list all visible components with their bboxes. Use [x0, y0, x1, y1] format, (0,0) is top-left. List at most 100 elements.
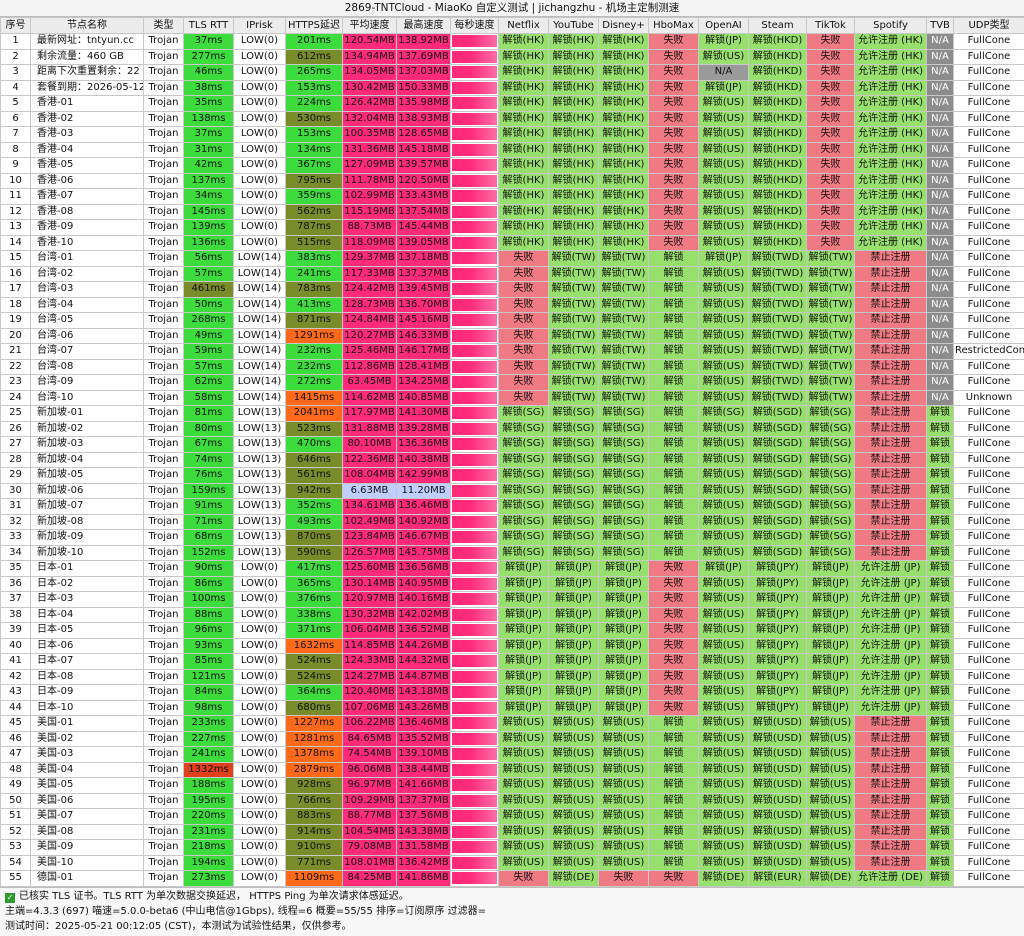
cell-类型: Trojan: [143, 870, 184, 887]
cell-IPrisk: LOW(0): [233, 95, 286, 112]
cell-HboMax: 解锁: [648, 405, 699, 422]
cell-序号: 15: [0, 250, 31, 267]
cell-TVB: N/A: [926, 95, 954, 112]
cell-YouTube: 解锁(JP): [548, 637, 599, 654]
cell-每秒速度: [450, 808, 499, 825]
cell-Disney+: 解锁(HK): [598, 141, 649, 158]
cell-最高速度: 142.99MB: [396, 467, 451, 484]
cell-节点名称: 香港-05: [30, 157, 144, 174]
cell-OpenAI: 解锁(US): [698, 343, 749, 360]
cell-类型: Trojan: [143, 498, 184, 515]
cell-Disney+: 失败: [598, 870, 649, 887]
speed-bar: [452, 252, 497, 265]
cell-YouTube: 解锁(JP): [548, 622, 599, 639]
cell-Spotify: 允许注册 (JP): [854, 637, 927, 654]
cell-UDP类型: FullCone: [953, 560, 1024, 577]
cell-OpenAI: 解锁(US): [698, 281, 749, 298]
speed-bar: [452, 686, 497, 699]
cell-IPrisk: LOW(0): [233, 157, 286, 174]
speed-bar: [452, 484, 497, 497]
cell-UDP类型: FullCone: [953, 95, 1024, 112]
cell-Spotify: 允许注册 (JP): [854, 591, 927, 608]
cell-OpenAI: 解锁(US): [698, 234, 749, 251]
cell-最高速度: 139.10MB: [396, 746, 451, 763]
cell-TikTok: 解锁(US): [806, 715, 855, 732]
cell-YouTube: 解锁(SG): [548, 513, 599, 530]
cell-节点名称: 日本-10: [30, 699, 144, 716]
cell-Netflix: 解锁(US): [498, 761, 549, 778]
cell-TVB: N/A: [926, 389, 954, 406]
cell-TikTok: 解锁(US): [806, 761, 855, 778]
speed-bar: [452, 655, 497, 668]
speed-bar: [452, 469, 497, 482]
cell-序号: 32: [0, 513, 31, 530]
cell-TikTok: 解锁(TW): [806, 312, 855, 329]
cell-OpenAI: 解锁(US): [698, 420, 749, 437]
table-row: 44 日本-10 Trojan 98ms LOW(0) 680ms 107.06MB 143.…: [0, 699, 1024, 716]
cell-最高速度: 136.70MB: [396, 296, 451, 313]
cell-TVB: 解锁: [926, 854, 954, 871]
cell-TVB: N/A: [926, 33, 954, 50]
cell-Disney+: 解锁(JP): [598, 653, 649, 670]
cell-Disney+: 解锁(JP): [598, 699, 649, 716]
cell-YouTube: 解锁(HK): [548, 110, 599, 127]
cell-Steam: 解锁(JPY): [748, 653, 807, 670]
cell-每秒速度: [450, 451, 499, 468]
cell-每秒速度: [450, 436, 499, 453]
cell-HboMax: 解锁: [648, 482, 699, 499]
cell-OpenAI: 解锁(US): [698, 637, 749, 654]
cell-HboMax: 失败: [648, 95, 699, 112]
cell-TVB: 解锁: [926, 544, 954, 561]
cell-平均速度: 134.61MB: [342, 498, 397, 515]
cell-TikTok: 解锁(JP): [806, 637, 855, 654]
cell-TVB: N/A: [926, 219, 954, 236]
cell-UDP类型: FullCone: [953, 219, 1024, 236]
cell-Netflix: 失败: [498, 312, 549, 329]
cell-TLS RTT: 218ms: [183, 839, 234, 856]
speed-bar: [452, 763, 497, 776]
cell-类型: Trojan: [143, 560, 184, 577]
cell-Disney+: 解锁(SG): [598, 436, 649, 453]
cell-TVB: N/A: [926, 250, 954, 267]
cell-UDP类型: FullCone: [953, 281, 1024, 298]
cell-每秒速度: [450, 141, 499, 158]
cell-平均速度: 108.04MB: [342, 467, 397, 484]
cell-类型: Trojan: [143, 281, 184, 298]
cell-Steam: 解锁(SGD): [748, 420, 807, 437]
cell-Disney+: 解锁(US): [598, 792, 649, 809]
cell-节点名称: 香港-03: [30, 126, 144, 143]
cell-每秒速度: [450, 653, 499, 670]
cell-Steam: 解锁(JPY): [748, 575, 807, 592]
cell-TikTok: 解锁(US): [806, 777, 855, 794]
cell-HboMax: 失败: [648, 110, 699, 127]
cell-UDP类型: RestrictedCone: [953, 343, 1024, 360]
footer: ✓ 已核实 TLS 证书。TLS RTT 为单次数据交换延迟， HTTPS Pin…: [0, 886, 1024, 936]
cell-类型: Trojan: [143, 203, 184, 220]
cell-平均速度: 88.73MB: [342, 219, 397, 236]
cell-Spotify: 禁止注册: [854, 436, 927, 453]
cell-IPrisk: LOW(0): [233, 141, 286, 158]
cell-最高速度: 146.17MB: [396, 343, 451, 360]
cell-TVB: N/A: [926, 157, 954, 174]
cell-Spotify: 禁止注册: [854, 746, 927, 763]
cell-UDP类型: FullCone: [953, 653, 1024, 670]
cell-OpenAI: 解锁(US): [698, 575, 749, 592]
cell-TVB: N/A: [926, 296, 954, 313]
cell-最高速度: 140.92MB: [396, 513, 451, 530]
cell-TVB: 解锁: [926, 436, 954, 453]
table-row: 35 日本-01 Trojan 90ms LOW(0) 417ms 125.60MB 136.…: [0, 560, 1024, 577]
speed-bar: [452, 531, 497, 544]
cell-TVB: 解锁: [926, 405, 954, 422]
cell-最高速度: 145.16MB: [396, 312, 451, 329]
cell-Spotify: 允许注册 (DE): [854, 870, 927, 887]
cell-每秒速度: [450, 544, 499, 561]
cell-TikTok: 解锁(JP): [806, 606, 855, 623]
cell-UDP类型: FullCone: [953, 684, 1024, 701]
speed-bar: [452, 407, 497, 420]
cell-序号: 42: [0, 668, 31, 685]
cell-序号: 33: [0, 529, 31, 546]
cell-节点名称: 美国-03: [30, 746, 144, 763]
cell-YouTube: 解锁(SG): [548, 436, 599, 453]
cell-YouTube: 解锁(JP): [548, 699, 599, 716]
cell-最高速度: 139.45MB: [396, 281, 451, 298]
